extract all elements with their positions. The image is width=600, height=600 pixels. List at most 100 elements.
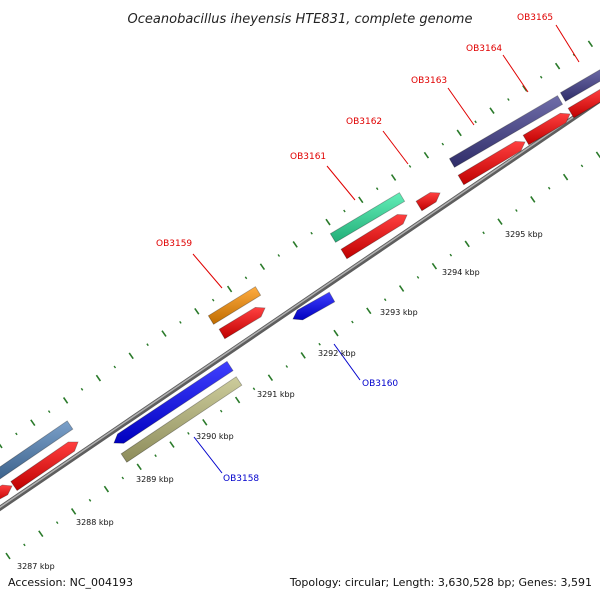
minor-tick (121, 476, 125, 480)
minor-tick (23, 543, 26, 547)
gene-label-OB3159[interactable]: OB3159 (156, 239, 192, 249)
minor-tick (187, 431, 190, 435)
leader-OB3158 (193, 436, 223, 474)
major-tick (30, 419, 36, 427)
leader-OB3163 (447, 87, 475, 126)
leader-OB3161 (326, 165, 356, 201)
major-tick (169, 441, 175, 448)
minor-tick (351, 320, 354, 324)
map-title: Oceanobacillus iheyensis HTE831, complet… (128, 12, 473, 27)
genome-summary-text: Topology: circular; Length: 3,630,528 bp… (289, 576, 592, 589)
major-tick (202, 418, 208, 426)
minor-tick (539, 75, 543, 79)
major-tick (325, 218, 331, 226)
minor-tick (547, 186, 551, 190)
gene-bar-OB3158-shading (121, 376, 242, 463)
minor-tick (383, 298, 387, 302)
minor-tick (146, 343, 149, 347)
minor-tick (318, 342, 321, 346)
minor-tick (211, 298, 215, 302)
genome-backbone-highlight (0, 98, 600, 509)
gene-label-OB3158[interactable]: OB3158 (223, 474, 259, 484)
major-tick (161, 330, 167, 337)
minor-tick (219, 409, 223, 413)
major-tick (38, 530, 44, 538)
minor-tick (277, 254, 281, 257)
minor-tick (154, 454, 157, 458)
minor-tick (88, 498, 92, 502)
cds-reverse-OB3158-shading (114, 361, 233, 444)
cds-forward-OB3162-shading (416, 192, 440, 211)
major-tick (489, 107, 495, 114)
major-tick (0, 443, 3, 449)
major-tick (292, 241, 298, 248)
major-tick (300, 352, 306, 359)
major-tick (456, 129, 462, 137)
major-tick (103, 485, 110, 493)
major-tick (431, 262, 438, 270)
kbp-label: 3289 kbp (136, 475, 174, 484)
major-tick (554, 62, 561, 70)
minor-tick (80, 387, 84, 391)
minor-tick (310, 231, 313, 235)
kbp-label: 3291 kbp (257, 390, 295, 399)
accession-text: Accession: NC_004193 (8, 576, 133, 589)
major-tick (70, 508, 77, 515)
cds-forward-left-a-shading (0, 485, 12, 499)
gene-label-OB3160[interactable]: OB3160 (362, 379, 398, 389)
major-tick (136, 463, 142, 471)
gene-label-OB3162[interactable]: OB3162 (346, 117, 382, 127)
cds-forward-OB3161-shading (341, 214, 407, 259)
cds-forward-left-b-shading (10, 442, 78, 491)
kbp-label: 3292 kbp (318, 349, 356, 358)
minor-tick (55, 521, 59, 525)
minor-tick (507, 98, 510, 101)
major-tick (259, 263, 266, 271)
major-tick (333, 329, 339, 337)
minor-tick (474, 120, 477, 124)
minor-tick (449, 253, 453, 257)
minor-tick (515, 209, 518, 212)
minor-tick (244, 276, 248, 280)
minor-tick (416, 275, 420, 279)
cds-forward-OB3165-shading (568, 89, 600, 118)
gene-label-OB3164[interactable]: OB3164 (466, 44, 502, 54)
major-tick (522, 85, 528, 92)
major-tick (194, 307, 200, 315)
major-tick (423, 151, 430, 159)
minor-tick (580, 164, 584, 168)
major-tick (595, 151, 600, 159)
cds-reverse-OB3160-shading (293, 292, 335, 320)
major-tick (497, 218, 503, 225)
major-tick (5, 552, 11, 560)
gene-bar-OB3159-shading (208, 286, 261, 325)
gene-label-OB3165[interactable]: OB3165 (517, 13, 553, 23)
minor-tick (482, 231, 485, 235)
leader-OB3160 (333, 343, 361, 381)
leader-OB3159 (192, 253, 223, 289)
minor-tick (179, 320, 182, 324)
kbp-label: 3293 kbp (380, 308, 418, 317)
major-tick (128, 352, 134, 360)
genome-backbone (0, 97, 600, 512)
cds-forward-OB3163-shading (458, 141, 525, 185)
leader-OB3164 (502, 54, 529, 93)
minor-tick (408, 164, 412, 168)
kbp-label: 3290 kbp (196, 432, 234, 441)
gene-label-OB3163[interactable]: OB3163 (411, 76, 447, 86)
major-tick (530, 196, 536, 203)
minor-tick (113, 365, 117, 369)
leader-OB3165 (555, 24, 580, 63)
major-tick (464, 240, 470, 248)
major-tick (95, 374, 102, 382)
minor-tick (252, 387, 256, 391)
major-tick (398, 285, 405, 292)
minor-tick (15, 432, 18, 436)
leader-OB3162 (382, 130, 409, 165)
major-tick (234, 396, 241, 404)
major-tick (358, 196, 364, 204)
major-tick (366, 307, 372, 315)
gene-label-OB3161[interactable]: OB3161 (290, 152, 326, 162)
major-tick (390, 174, 397, 181)
